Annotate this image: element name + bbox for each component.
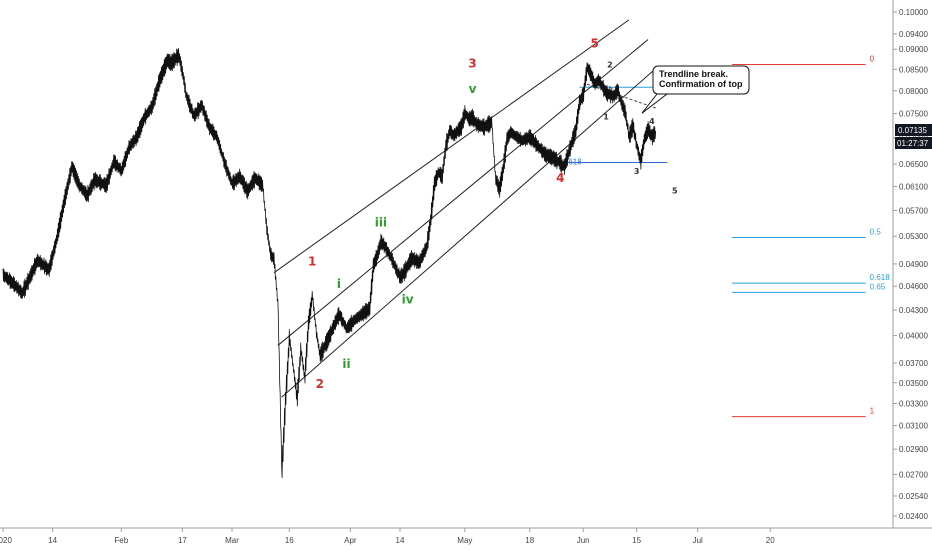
x-tick-label: 14 — [396, 536, 405, 545]
callout-annotation: Trendline break.Confirmation of top — [641, 65, 750, 114]
callout-text: Confirmation of top — [659, 79, 743, 89]
fib-level-label: 0.5 — [870, 228, 882, 237]
wave-label: iii — [375, 215, 387, 229]
y-tick-label: 0.06500 — [899, 160, 928, 169]
y-tick-label: 0.10000 — [899, 8, 928, 17]
x-tick-label: Jun — [577, 536, 590, 545]
wave-label: 2 — [607, 60, 613, 69]
wave-label: 1 — [603, 112, 609, 121]
retracement-label: .618 — [566, 158, 582, 167]
x-tick-label: Jul — [693, 536, 703, 545]
y-tick-label: 0.04900 — [899, 260, 928, 269]
callout-box — [652, 65, 750, 95]
callout-pointer — [641, 93, 668, 114]
channel-line — [281, 68, 657, 398]
x-tick-label: 18 — [525, 536, 534, 545]
wave-label: 3 — [634, 167, 640, 176]
y-tick-label: 0.02540 — [899, 492, 928, 501]
x-tick-label: 17 — [178, 536, 187, 545]
wave-label: 1 — [308, 254, 316, 268]
countdown-box — [895, 137, 932, 149]
y-tick-label: 0.02900 — [899, 445, 928, 454]
channel-line — [273, 19, 630, 274]
y-tick-label: 0.03700 — [899, 359, 928, 368]
y-tick-label: 0.04300 — [899, 306, 928, 315]
y-tick-label: 0.02400 — [899, 512, 928, 521]
wave-label: 5 — [590, 36, 598, 50]
trendline-break-line — [586, 83, 656, 109]
price-tag-box — [895, 124, 932, 136]
wave-label: 4 — [556, 171, 564, 185]
channel-line — [277, 39, 649, 346]
x-tick-label: May — [457, 536, 472, 545]
y-tick-label: 0.05300 — [899, 232, 928, 241]
x-axis: 2020 14 Feb 17 Mar 16 Apr 14 May 18 Jun 15 Jul 20 — [0, 528, 775, 545]
x-tick-label: 14 — [48, 536, 57, 545]
y-tick-label: 0.04000 — [899, 332, 928, 341]
fib-level-label: 0.65 — [870, 282, 886, 291]
wave-label: 5 — [672, 187, 678, 196]
wave-label: ii — [342, 357, 350, 371]
wave-label: i — [337, 277, 341, 291]
wave-label: 2 — [316, 377, 324, 391]
x-tick-label: 2020 — [0, 536, 12, 545]
y-tick-label: 0.03300 — [899, 400, 928, 409]
y-tick-label: 0.03500 — [899, 379, 928, 388]
y-tick-label: 0.09400 — [899, 30, 928, 39]
wave-label: 3 — [468, 56, 476, 70]
y-tick-label: 0.08000 — [899, 87, 928, 96]
x-tick-label: Mar — [225, 536, 239, 545]
x-tick-label: Apr — [344, 536, 357, 545]
wave-label: v — [469, 82, 477, 96]
y-tick-label: 0.05700 — [899, 207, 928, 216]
last-price-tag: 0.07135 01:27:37 — [895, 124, 932, 149]
y-tick-label: 0.07500 — [899, 110, 928, 119]
y-tick-label: 0.02700 — [899, 470, 928, 479]
y-tick-label: 0.08500 — [899, 65, 928, 74]
trend-channel — [273, 19, 657, 398]
wave-label: 4 — [649, 117, 655, 126]
price-series — [2, 47, 657, 479]
y-tick-label: 0.06100 — [899, 183, 928, 192]
x-tick-label: 16 — [285, 536, 294, 545]
price-tag-text: 0.07135 — [898, 126, 927, 135]
countdown-text: 01:27:37 — [897, 139, 929, 148]
wave-label: iv — [402, 293, 414, 307]
fib-level-label: 0.618 — [870, 273, 891, 282]
y-tick-label: 0.09000 — [899, 45, 928, 54]
callout-text: Trendline break. — [659, 69, 728, 79]
x-tick-label: Feb — [114, 536, 128, 545]
x-tick-label: 15 — [632, 536, 641, 545]
y-tick-label: 0.04600 — [899, 282, 928, 291]
fib-level-label: 1 — [870, 407, 875, 416]
price-line — [2, 47, 657, 479]
fib-level-label: 0 — [870, 54, 875, 63]
y-tick-label: 0.03100 — [899, 422, 928, 431]
x-tick-label: 20 — [766, 536, 775, 545]
